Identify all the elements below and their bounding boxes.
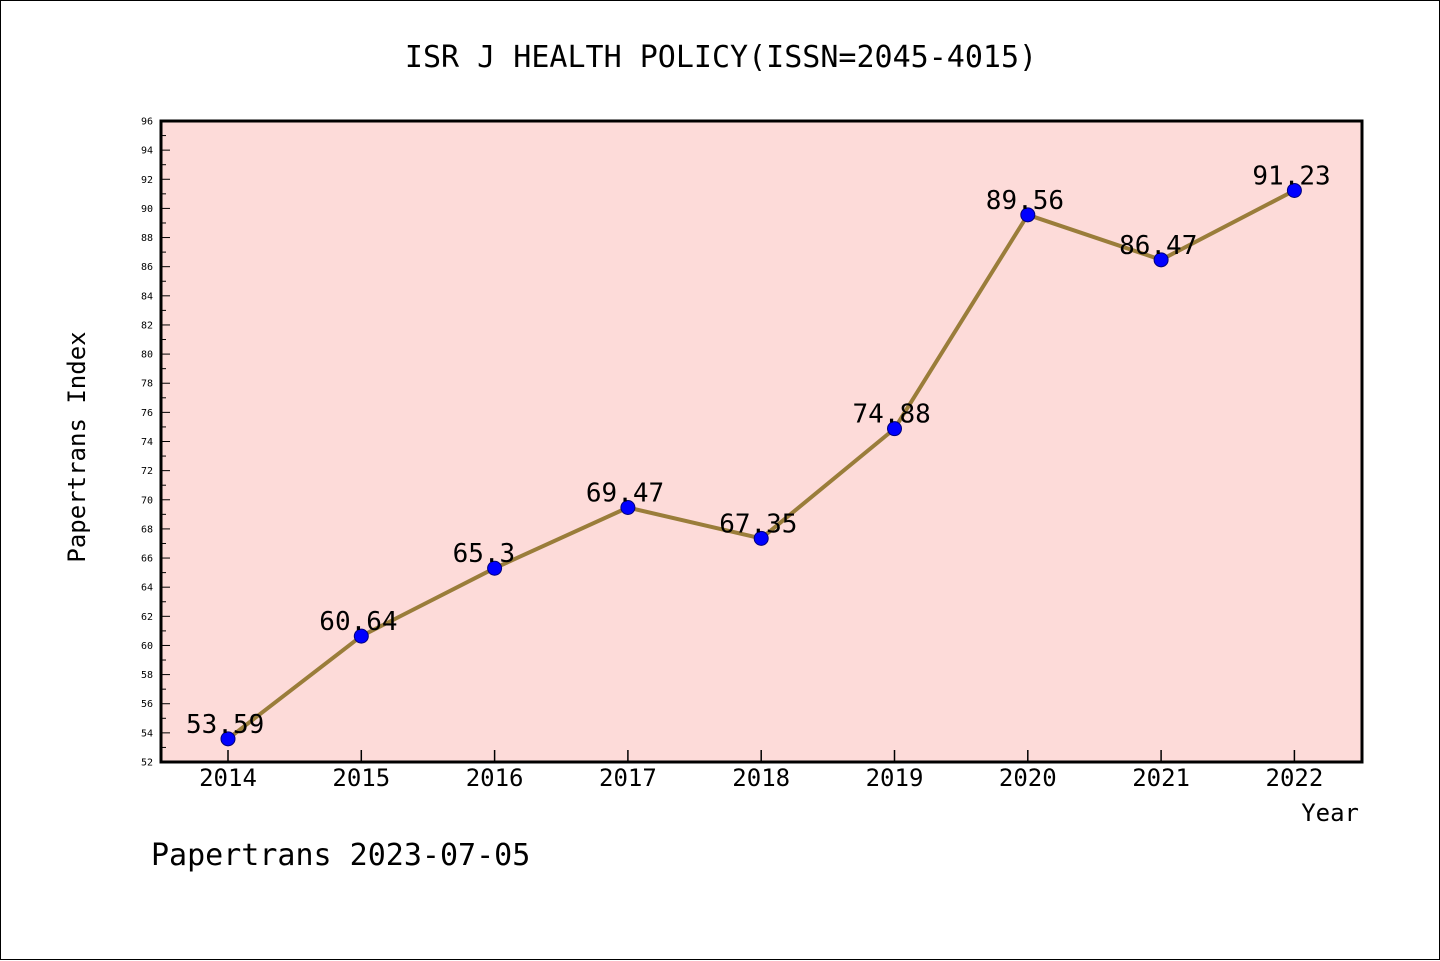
x-tick-label: 2020 [999,764,1057,792]
data-point-2020 [1020,207,1036,223]
y-tick-label: 92 [141,175,153,186]
y-tick-label: 58 [141,670,153,681]
chart-title: ISR J HEALTH POLICY(ISSN=2045-4015) [405,40,1037,75]
x-tick-label: 2022 [1266,764,1324,792]
y-tick-label: 84 [141,291,153,302]
data-label-2017: 69.47 [586,478,664,508]
data-label-2018: 67.35 [719,509,797,539]
y-tick-label: 88 [141,233,153,244]
x-tick-label: 2014 [199,764,257,792]
y-tick-label: 90 [141,204,153,215]
data-label-2015: 60.64 [319,607,397,637]
y-tick-label: 64 [141,583,153,594]
data-point-2015 [353,628,369,644]
y-tick-label: 78 [141,379,153,390]
y-tick-label: 86 [141,262,153,273]
y-tick-label: 70 [141,495,153,506]
x-tick-label: 2017 [599,764,657,792]
y-axis-label: Papertrans Index [63,331,91,562]
data-label-2021: 86.47 [1119,231,1197,261]
data-label-2019: 74.88 [853,400,931,430]
data-labels: 53.59 60.64 65.3 69.47 67.35 74.88 89.56 86.47 9… [186,161,1331,739]
y-tick-label: 66 [141,554,153,565]
x-tick-label: 2021 [1132,764,1190,792]
y-tick-label: 54 [141,728,153,739]
x-tick-label: 2018 [732,764,790,792]
data-label-2014: 53.59 [186,710,264,740]
y-tick-label: 68 [141,524,153,535]
y-axis: 52 54 56 58 60 62 64 66 68 70 72 74 76 78 80 82 84 86 88 90… [141,117,170,769]
y-tick-label: 74 [141,437,153,448]
y-tick-label: 62 [141,612,153,623]
y-tick-label: 72 [141,466,153,477]
y-tick-label: 52 [141,758,153,769]
plot-area [159,119,1364,764]
data-point-2018 [753,530,769,546]
x-tick-label: 2015 [332,764,390,792]
data-label-2016: 65.3 [453,539,516,569]
x-tick-label: 2019 [866,764,924,792]
y-tick-label: 56 [141,699,153,710]
y-tick-label: 82 [141,320,153,331]
y-tick-label: 96 [141,117,153,128]
y-tick-label: 60 [141,641,153,652]
data-point-2019 [887,421,902,437]
y-tick-label: 80 [141,350,153,361]
data-point-2016 [487,560,503,576]
data-points [220,182,1302,747]
data-point-2021 [1153,252,1169,268]
data-point-2014 [220,731,236,747]
y-tick-label: 76 [141,408,153,419]
footer-note: Papertrans 2023-07-05 [151,838,530,873]
data-point-2017 [620,499,636,515]
x-tick-label: 2016 [466,764,524,792]
data-point-2022 [1286,182,1302,198]
x-axis-label: Year [1301,799,1359,827]
y-tick-label: 94 [141,146,153,157]
data-label-2020: 89.56 [986,186,1064,216]
data-label-2022: 91.23 [1252,161,1330,191]
x-axis: 2014 2015 2016 2017 2018 2019 2020 2021 2022 [199,750,1323,792]
